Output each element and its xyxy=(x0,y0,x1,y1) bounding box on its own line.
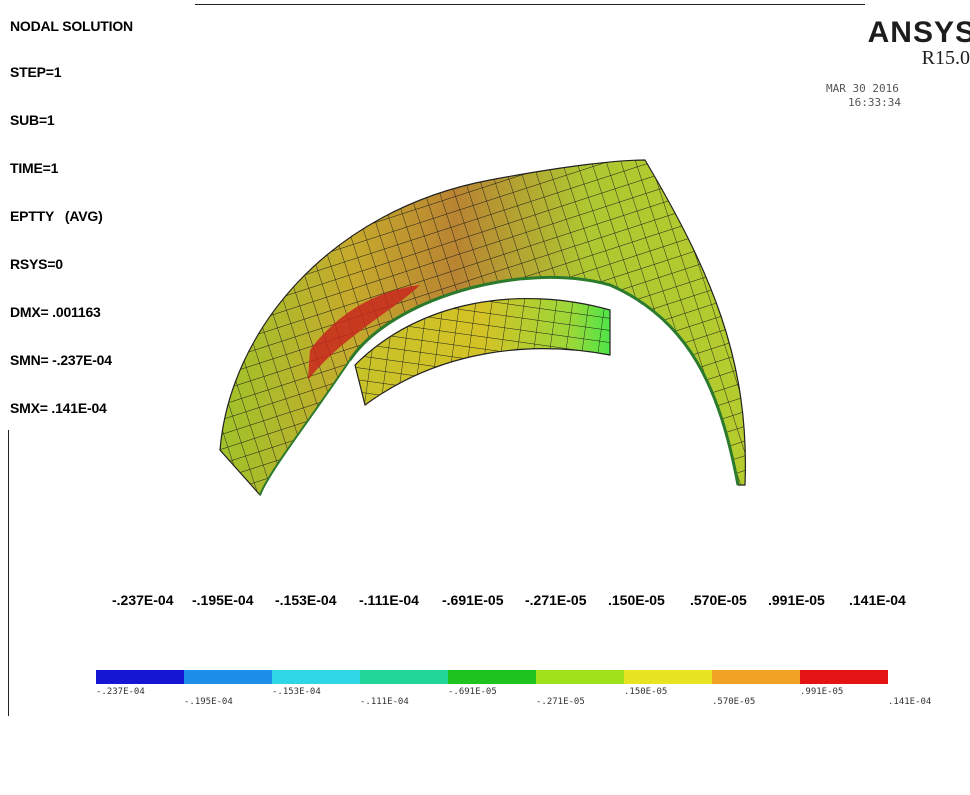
legend-value: -.111E-04 xyxy=(359,592,419,608)
frame-top-border xyxy=(195,4,865,5)
frame-left-border xyxy=(8,430,9,716)
scale-label: -.153E-04 xyxy=(272,687,321,697)
rim-edge-left xyxy=(259,359,351,496)
info-smx: SMX= .141E-04 xyxy=(10,400,107,416)
scale-label: -.271E-05 xyxy=(536,697,585,707)
colorbar-swatch xyxy=(800,670,888,684)
legend-value: -.195E-04 xyxy=(192,592,254,608)
info-smn: SMN= -.237E-04 xyxy=(10,352,112,368)
scale-label: -.111E-04 xyxy=(360,697,409,707)
fe-model-plot xyxy=(219,159,747,497)
ansys-version: R15.0 xyxy=(921,47,970,69)
scale-label: -.691E-05 xyxy=(448,687,497,697)
info-sub: SUB=1 xyxy=(10,112,55,128)
legend-value: .991E-05 xyxy=(768,592,825,608)
rim-edge xyxy=(348,275,740,486)
colorbar-swatch xyxy=(448,670,536,684)
legend-value: .570E-05 xyxy=(690,592,747,608)
info-time: TIME=1 xyxy=(10,160,59,176)
scale-label: .141E-04 xyxy=(888,697,932,707)
info-rsys: RSYS=0 xyxy=(10,256,63,272)
legend-value: .150E-05 xyxy=(608,592,665,608)
colorbar-swatch xyxy=(272,670,360,684)
colorbar-scale-labels: -.237E-04 -.195E-04 -.153E-04 -.111E-04 … xyxy=(0,685,970,716)
info-title: NODAL SOLUTION xyxy=(10,18,133,34)
legend-value: -.237E-04 xyxy=(112,592,174,608)
colorbar-swatch xyxy=(360,670,448,684)
contour-colorbar xyxy=(96,670,888,684)
timestamp-time: 16:33:34 xyxy=(848,96,901,109)
shell-mesh xyxy=(220,160,746,495)
colorbar-swatch xyxy=(184,670,272,684)
ansys-logo: ANSYS xyxy=(867,16,970,49)
legend-value: -.271E-05 xyxy=(525,592,587,608)
colorbar-swatch xyxy=(96,670,184,684)
legend-value: -.691E-05 xyxy=(442,592,504,608)
info-component: EPTTY (AVG) xyxy=(10,208,103,224)
high-strain-region xyxy=(308,285,420,380)
scale-label: .991E-05 xyxy=(800,687,844,697)
scale-label: -.195E-04 xyxy=(184,697,233,707)
scale-label: .150E-05 xyxy=(624,687,668,697)
colorbar-swatch xyxy=(536,670,624,684)
scale-label: .570E-05 xyxy=(712,697,756,707)
info-step: STEP=1 xyxy=(10,64,62,80)
info-dmx: DMX= .001163 xyxy=(10,304,101,320)
legend-value: -.153E-04 xyxy=(275,592,337,608)
legend-value: .141E-04 xyxy=(849,592,906,608)
scale-label: -.237E-04 xyxy=(96,687,145,697)
timestamp-date: MAR 30 2016 xyxy=(826,82,899,95)
colorbar-swatch xyxy=(624,670,712,684)
inner-panel-mesh xyxy=(355,298,610,405)
colorbar-swatch xyxy=(712,670,800,684)
legend-values-row: -.237E-04 -.195E-04 -.153E-04 -.111E-04 … xyxy=(112,592,970,768)
timestamp: MAR 30 2016 16:33:34 xyxy=(826,82,901,110)
